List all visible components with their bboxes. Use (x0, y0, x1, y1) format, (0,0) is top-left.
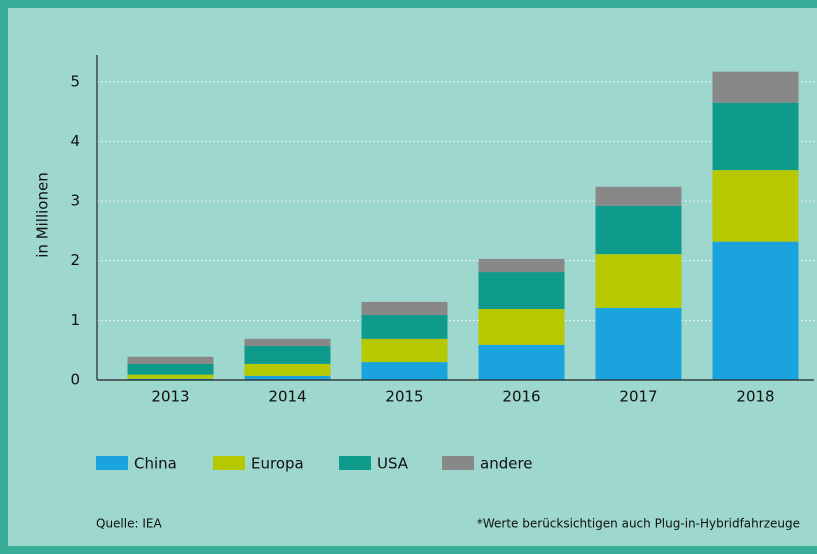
bar-segment (361, 315, 448, 339)
bar-segment (127, 356, 214, 364)
y-tick-label: 5 (70, 72, 80, 90)
bar-segment (712, 170, 799, 242)
x-tick-label: 2016 (502, 388, 540, 406)
bar-segment (127, 374, 214, 379)
bar-segment (361, 301, 448, 315)
legend-label: Europa (251, 455, 304, 473)
x-tick-label: 2018 (736, 388, 774, 406)
bar-segment (244, 338, 331, 347)
bar-segment (478, 344, 565, 380)
bar-segment (361, 362, 448, 380)
legend-swatch (213, 456, 245, 470)
bar-segment (712, 241, 799, 380)
y-tick-label: 1 (70, 311, 80, 329)
legend-label: andere (480, 455, 533, 473)
legend-label: USA (377, 455, 409, 473)
y-tick-label: 3 (70, 192, 80, 210)
bar-segment (478, 272, 565, 310)
source: Quelle: IEA (96, 517, 162, 531)
legend-label: China (134, 455, 177, 473)
bar-segment (595, 254, 682, 308)
y-tick-label: 4 (70, 132, 80, 150)
background (8, 8, 817, 546)
x-tick-label: 2015 (385, 388, 423, 406)
bar-segment (244, 375, 331, 380)
legend-swatch (339, 456, 371, 470)
y-tick-label: 2 (70, 251, 80, 269)
legend-swatch (96, 456, 128, 470)
bar-segment (244, 363, 331, 376)
bar-segment (244, 346, 331, 364)
bar-segment (595, 307, 682, 380)
bar-segment (595, 186, 682, 206)
x-tick-label: 2013 (151, 388, 189, 406)
bar-segment (712, 71, 799, 103)
bar-segment (127, 363, 214, 375)
bar-segment (478, 258, 565, 273)
bar-segment (712, 102, 799, 171)
bar-segment (478, 309, 565, 345)
x-tick-label: 2017 (619, 388, 657, 406)
x-tick-label: 2014 (268, 388, 306, 406)
bar-segment (361, 338, 448, 363)
note: *Werte berücksichtigen auch Plug-in-Hybr… (477, 517, 800, 531)
y-tick-label: 0 (70, 371, 80, 389)
y-axis-label: in Millionen (34, 172, 52, 257)
bar-segment (595, 205, 682, 255)
legend-swatch (442, 456, 474, 470)
